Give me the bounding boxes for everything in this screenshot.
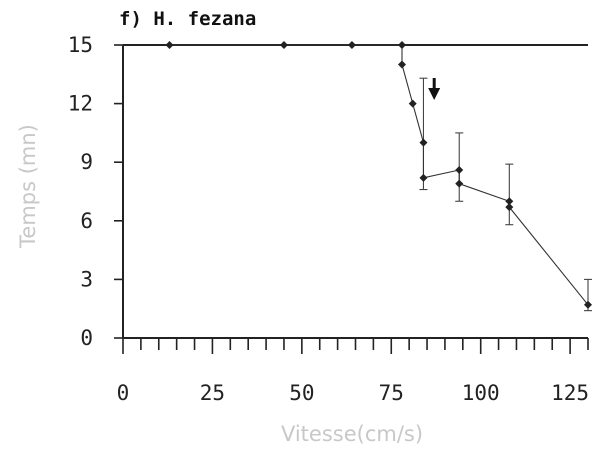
chart-title: f) H. fezana <box>119 8 256 30</box>
x-tick-label: 125 <box>551 381 589 405</box>
y-tick-label: 3 <box>80 267 93 291</box>
data-point <box>398 41 406 49</box>
data-point <box>505 197 514 206</box>
y-tick-label: 12 <box>68 92 93 116</box>
x-tick-label: 50 <box>289 381 314 405</box>
x-tick-label: 25 <box>200 381 225 405</box>
y-tick-label: 0 <box>80 326 93 350</box>
arrow-head <box>428 88 441 100</box>
y-axis-label: Temps (mn) <box>16 124 40 249</box>
x-tick-labels: 0 25 50 75 100 125 <box>117 381 589 405</box>
y-tick-label: 6 <box>80 209 93 233</box>
x-tick-label: 100 <box>462 381 500 405</box>
data-point <box>408 99 417 108</box>
ticks <box>114 44 589 354</box>
data-point <box>455 179 464 188</box>
data-point <box>505 203 514 212</box>
x-tick-label: 75 <box>379 381 404 405</box>
data-point <box>279 41 288 49</box>
data-point <box>398 60 406 69</box>
y-tick-label: 9 <box>80 150 93 174</box>
down-arrow-annotation <box>428 78 441 100</box>
x-axis-label: Vitesse(cm/s) <box>281 422 423 446</box>
y-tick-label: 15 <box>68 33 93 57</box>
data-point <box>455 166 464 175</box>
data-point <box>165 41 174 49</box>
y-tick-labels: 0 3 6 9 12 15 <box>68 33 93 350</box>
data-points <box>165 41 592 309</box>
data-point <box>584 300 592 309</box>
data-point <box>419 138 428 147</box>
data-point <box>419 173 428 182</box>
series-line <box>169 44 589 306</box>
data-point <box>347 41 356 49</box>
error-bars <box>419 77 592 312</box>
x-tick-label: 0 <box>117 381 130 405</box>
axes <box>122 44 588 339</box>
